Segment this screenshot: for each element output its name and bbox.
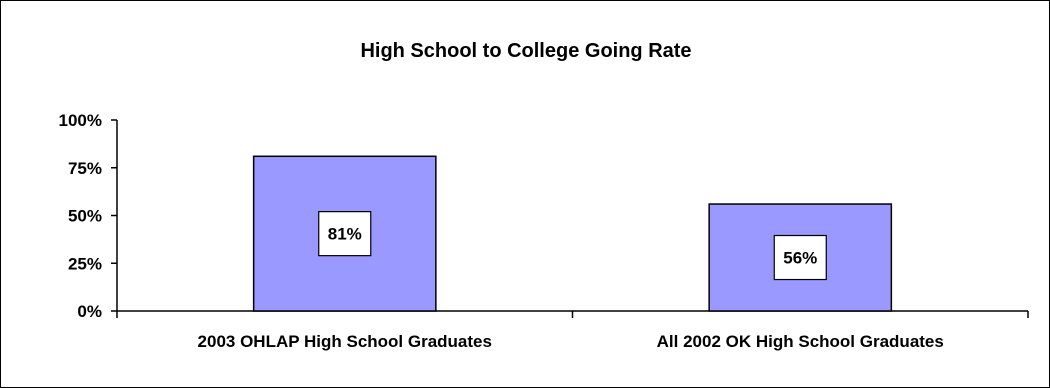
y-tick-label: 25% xyxy=(68,254,102,273)
chart-title: High School to College Going Rate xyxy=(360,40,691,62)
data-label-box xyxy=(773,234,827,281)
y-tick-label: 50% xyxy=(68,207,102,226)
y-tick-label: 75% xyxy=(68,159,102,178)
x-category-label: All 2002 OK High School Graduates xyxy=(657,332,944,351)
y-tick-label: 0% xyxy=(77,302,102,321)
data-label: 81% xyxy=(328,225,362,244)
y-tick-label: 100% xyxy=(59,111,102,130)
x-category-label: 2003 OHLAP High School Graduates xyxy=(198,332,492,351)
data-label-box xyxy=(318,211,372,257)
data-label: 56% xyxy=(783,249,817,268)
